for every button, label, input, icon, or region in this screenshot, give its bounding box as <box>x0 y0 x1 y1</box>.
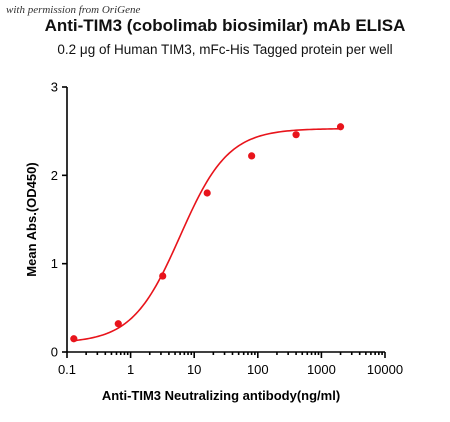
watermark-text: with permission from OriGene <box>6 4 141 16</box>
data-point <box>292 131 300 139</box>
data-point <box>159 272 167 280</box>
data-points <box>70 123 345 343</box>
data-point <box>114 320 122 328</box>
fit-curve <box>73 127 341 342</box>
y-tick-label: 3 <box>51 80 58 95</box>
y-tick-label: 1 <box>51 256 58 271</box>
x-tick-label: 100 <box>247 362 269 377</box>
y-axis-ticks: 0 1 2 3 <box>51 80 67 360</box>
x-tick-label: 10000 <box>367 362 403 377</box>
chart-title: Anti-TIM3 (cobolimab biosimilar) mAb ELI… <box>44 16 406 35</box>
chart-subtitle: 0.2 μg of Human TIM3, mFc-His Tagged pro… <box>57 42 393 57</box>
x-tick-label: 1 <box>127 362 134 377</box>
x-tick-label: 1000 <box>307 362 336 377</box>
y-tick-label: 0 <box>51 345 58 360</box>
x-axis-title: Anti-TIM3 Neutralizing antibody(ng/ml) <box>102 388 340 403</box>
x-tick-label: 10 <box>187 362 201 377</box>
data-point <box>70 335 78 343</box>
y-tick-label: 2 <box>51 168 58 183</box>
x-axis-ticks: 0.1 1 10 100 1000 10000 <box>58 352 403 377</box>
data-point <box>203 189 211 197</box>
data-point <box>336 123 345 131</box>
x-tick-label: 0.1 <box>58 362 76 377</box>
y-axis-title: Mean Abs.(OD450) <box>24 162 39 276</box>
data-point <box>248 152 256 160</box>
